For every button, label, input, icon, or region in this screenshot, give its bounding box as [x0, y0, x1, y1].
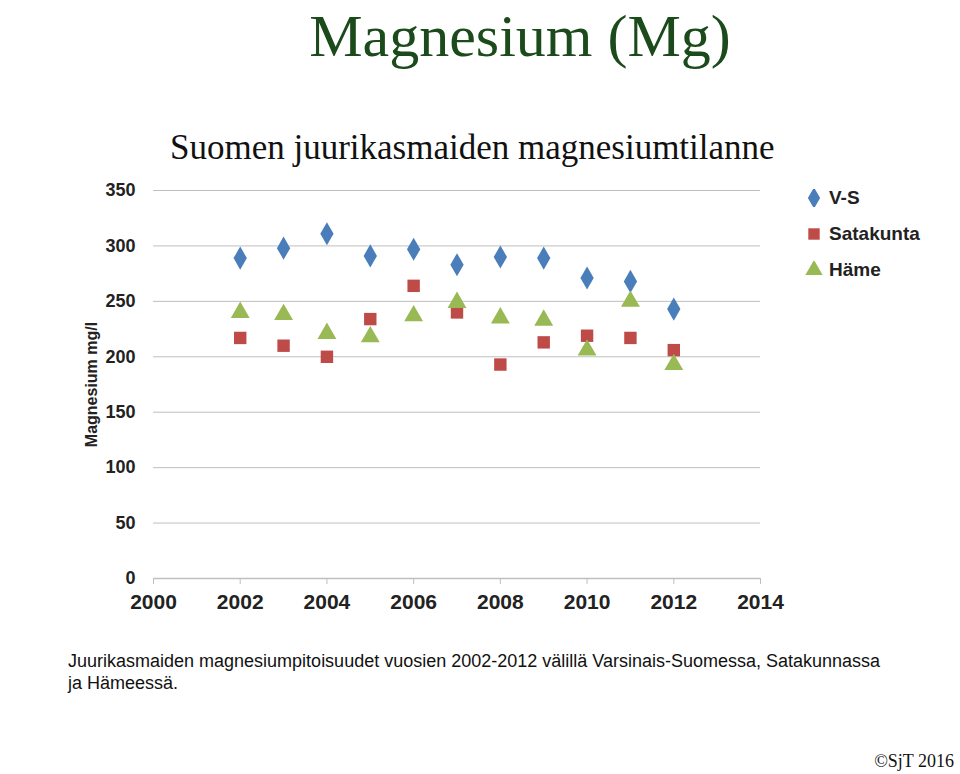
- svg-text:2012: 2012: [650, 590, 697, 613]
- svg-text:100: 100: [105, 457, 135, 477]
- svg-text:2006: 2006: [390, 590, 437, 613]
- html-text:Magnesium (Mg): Magnesium (Mg): [309, 3, 731, 69]
- svg-text:200: 200: [105, 347, 135, 367]
- svg-text:0: 0: [125, 568, 135, 588]
- svg-text:2000: 2000: [130, 590, 177, 613]
- html-text:V-S: V-S: [829, 187, 860, 208]
- svg-text:300: 300: [105, 236, 135, 256]
- svg-text:2002: 2002: [217, 590, 264, 613]
- svg-text:Magnesium mg/l: Magnesium mg/l: [83, 322, 100, 447]
- svg-text:250: 250: [105, 291, 135, 311]
- svg-text:2014: 2014: [737, 590, 784, 613]
- html-text:Satakunta: Satakunta: [829, 223, 920, 244]
- svg-text:350: 350: [105, 180, 135, 200]
- html-text:Juurikasmaiden magnesiumpitois: Juurikasmaiden magnesiumpitoisuudet vuos…: [68, 651, 881, 693]
- html-text:Suomen juurikasmaiden magnesiu: Suomen juurikasmaiden magnesiumtilanne: [170, 128, 775, 167]
- html-text:©SjT 2016: ©SjT 2016: [874, 751, 954, 771]
- svg-text:2010: 2010: [564, 590, 611, 613]
- svg-text:2008: 2008: [477, 590, 524, 613]
- html-text:Häme: Häme: [829, 259, 881, 280]
- svg-text:2004: 2004: [304, 590, 351, 613]
- svg-text:150: 150: [105, 402, 135, 422]
- svg-text:50: 50: [115, 513, 135, 533]
